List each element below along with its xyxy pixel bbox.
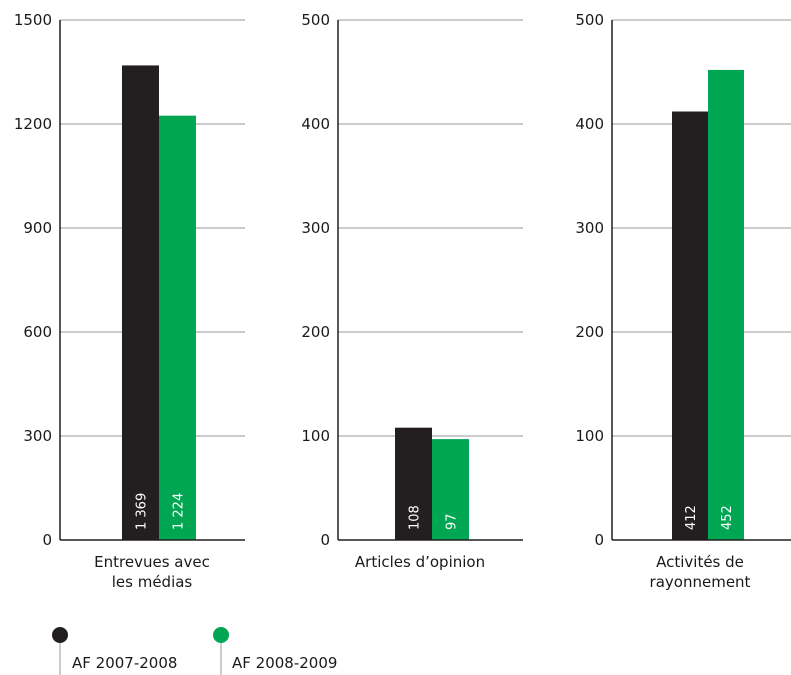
y-tick-label: 200 — [301, 323, 330, 341]
y-tick-label: 900 — [23, 219, 52, 237]
y-tick-label: 500 — [575, 11, 604, 29]
category-label: Activités de — [656, 553, 744, 571]
category-label: les médias — [112, 573, 193, 591]
bar-value-label: 108 — [408, 505, 423, 530]
y-tick-label: 0 — [42, 531, 52, 549]
y-tick-label: 100 — [301, 427, 330, 445]
category-label: Articles d’opinion — [355, 553, 485, 571]
bar-1 — [672, 111, 708, 541]
category-label: Entrevues avec — [94, 553, 210, 571]
bar-value-label: 97 — [445, 513, 460, 530]
chart-panel-1: 0 300 600 900 1200 1500 1 369 1 224 Entrevues av… — [14, 11, 245, 591]
bar-1 — [395, 427, 432, 540]
chart-panel-3: 0 100 200 300 400 500 412 452 Activités de rayonn… — [575, 11, 791, 591]
bar-value-label: 412 — [684, 505, 699, 530]
y-tick-label: 300 — [575, 219, 604, 237]
bar-value-label: 1 224 — [172, 493, 187, 530]
category-label: rayonnement — [650, 573, 751, 591]
bar-1 — [122, 65, 159, 540]
legend-marker — [52, 627, 68, 643]
bar-2 — [159, 115, 196, 541]
bar-2 — [708, 69, 744, 541]
y-tick-label: 0 — [320, 531, 330, 549]
bar-value-label: 452 — [720, 505, 735, 530]
legend-item: AF 2008-2009 — [213, 627, 337, 675]
y-tick-label: 400 — [301, 115, 330, 133]
y-tick-label: 300 — [23, 427, 52, 445]
y-tick-label: 400 — [575, 115, 604, 133]
y-tick-label: 1200 — [14, 115, 52, 133]
y-tick-label: 1500 — [14, 11, 52, 29]
legend-label: AF 2007-2008 — [72, 654, 177, 672]
y-tick-label: 100 — [575, 427, 604, 445]
bar-2 — [432, 439, 469, 540]
bar-value-label: 1 369 — [135, 493, 150, 530]
chart-panel-2: 0 100 200 300 400 500 108 97 Articles d’opinion — [301, 11, 523, 571]
y-tick-label: 200 — [575, 323, 604, 341]
y-tick-label: 300 — [301, 219, 330, 237]
legend: AF 2007-2008 AF 2008-2009 — [52, 627, 337, 675]
legend-label: AF 2008-2009 — [232, 654, 337, 672]
y-tick-label: 600 — [23, 323, 52, 341]
y-tick-label: 0 — [594, 531, 604, 549]
legend-item: AF 2007-2008 — [52, 627, 177, 675]
y-tick-label: 500 — [301, 11, 330, 29]
legend-marker — [213, 627, 229, 643]
